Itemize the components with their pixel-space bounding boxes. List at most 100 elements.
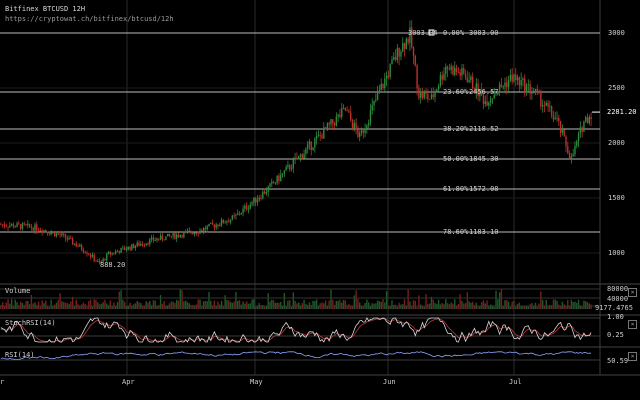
candle-body <box>333 123 336 126</box>
volume-bar <box>547 305 549 309</box>
volume-bar <box>472 301 474 309</box>
candle-body <box>52 232 54 233</box>
volume-bar <box>181 290 183 309</box>
candle-body <box>470 76 472 81</box>
candle-body <box>393 57 395 60</box>
candle-body <box>39 230 42 232</box>
candle-body <box>369 110 372 123</box>
candle-body <box>170 235 173 237</box>
rsi-close-icon[interactable]: × <box>628 352 637 361</box>
volume-bar <box>267 293 269 309</box>
volume-bar <box>411 306 413 309</box>
candle-body <box>475 83 477 92</box>
candle-body <box>574 145 576 155</box>
volume-bar <box>561 301 564 309</box>
volume-bar <box>348 304 350 309</box>
candle-body <box>520 80 522 86</box>
candle-body <box>567 146 569 154</box>
candle-body <box>459 72 461 76</box>
volume-bar <box>61 301 63 309</box>
candle-body <box>509 74 512 80</box>
volume-bar <box>107 305 110 309</box>
volume-bar <box>136 301 138 309</box>
candle-body <box>199 230 201 234</box>
volume-bar <box>57 299 59 309</box>
fib-price-2: 2118.52 <box>469 125 499 133</box>
candle-body <box>233 215 235 217</box>
candle-body <box>213 224 216 228</box>
candle-body <box>249 204 251 209</box>
volume-bar <box>45 300 47 309</box>
candle-body <box>10 224 13 226</box>
stochrsi-close-icon[interactable]: × <box>628 320 637 329</box>
volume-bar <box>70 301 72 309</box>
candle-body <box>323 127 325 139</box>
candle-body <box>428 98 431 100</box>
volume-bar <box>394 304 397 309</box>
volume-bar <box>558 304 560 309</box>
volume-bar <box>421 306 424 309</box>
candle-body <box>337 114 339 117</box>
volume-bar <box>219 304 221 309</box>
volume-bar <box>455 306 458 309</box>
volume-bar <box>513 300 515 309</box>
volume-bar <box>520 306 522 309</box>
volume-bar <box>342 299 345 309</box>
candle-body <box>73 243 76 245</box>
candle-body <box>480 89 483 95</box>
candle-body <box>358 132 361 137</box>
candle-body <box>184 231 187 233</box>
volume-bar <box>213 300 216 309</box>
candle-body <box>229 219 232 223</box>
volume-bar <box>104 299 106 309</box>
volume-bar <box>533 306 535 309</box>
volume-bar <box>287 300 289 309</box>
volume-bar <box>541 299 544 309</box>
volume-bar <box>235 291 237 309</box>
candle-body <box>538 90 540 92</box>
volume-bar <box>303 299 305 309</box>
candle-body <box>385 75 388 79</box>
volume-bar <box>565 305 567 309</box>
volume-bar <box>281 305 284 309</box>
candle-body <box>172 233 174 237</box>
candle-body <box>522 78 524 81</box>
candle-body <box>452 66 454 75</box>
volume-close-icon[interactable]: × <box>628 288 637 297</box>
candle-body <box>75 243 77 247</box>
candle-body <box>71 238 74 245</box>
candle-body <box>516 77 519 81</box>
volume-bar <box>333 304 336 309</box>
candle-body <box>165 236 167 241</box>
candle-body <box>183 232 185 238</box>
volume-bar <box>332 299 334 309</box>
candle-body <box>59 234 61 236</box>
volume-bar <box>283 293 286 309</box>
candle-body <box>468 80 470 82</box>
volume-bar <box>208 291 210 309</box>
candle-body <box>89 254 92 257</box>
volume-bar <box>238 300 241 309</box>
candle-body <box>100 261 103 263</box>
candle-body <box>552 115 555 120</box>
candle-body <box>262 191 264 199</box>
candle-body <box>545 102 547 106</box>
candle-body <box>504 82 506 87</box>
candle-body <box>7 226 9 228</box>
candle-body <box>106 253 108 261</box>
volume-bar <box>289 299 291 309</box>
volume-bar <box>448 304 451 309</box>
volume-bar <box>19 301 22 309</box>
volume-bar <box>482 300 485 309</box>
month-label-apr: Apr <box>122 378 135 386</box>
candle-body <box>389 64 391 78</box>
candle-body <box>502 86 504 88</box>
fib-pct-4: 61.80% <box>443 185 469 193</box>
volume-bar <box>579 305 582 309</box>
volume-bar <box>403 299 406 309</box>
volume-bar <box>351 306 354 309</box>
volume-bar <box>414 300 416 309</box>
fib-price-0: 3003.00 <box>469 29 499 37</box>
